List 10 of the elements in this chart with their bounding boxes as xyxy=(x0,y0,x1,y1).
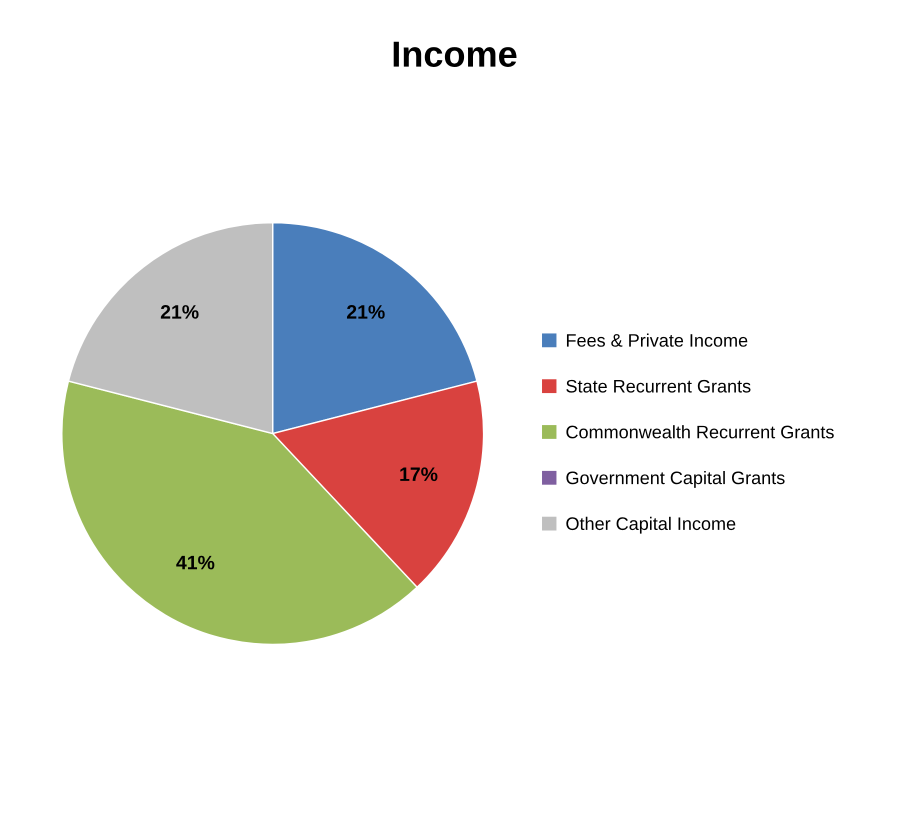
chart-title: Income xyxy=(394,42,516,67)
data-label: 21% xyxy=(346,305,385,319)
data-label: 17% xyxy=(400,467,438,482)
legend-label: Other Capital Income xyxy=(566,516,736,534)
legend-label: State Recurrent Grants xyxy=(566,380,750,393)
legend-label: Commonwealth Recurrent Grants xyxy=(566,425,834,438)
data-label: 21% xyxy=(160,305,199,319)
data-label: 41% xyxy=(176,556,214,570)
legend-label: Fees & Private Income xyxy=(566,334,748,347)
legend-label: Government Capital Grants xyxy=(566,470,785,488)
